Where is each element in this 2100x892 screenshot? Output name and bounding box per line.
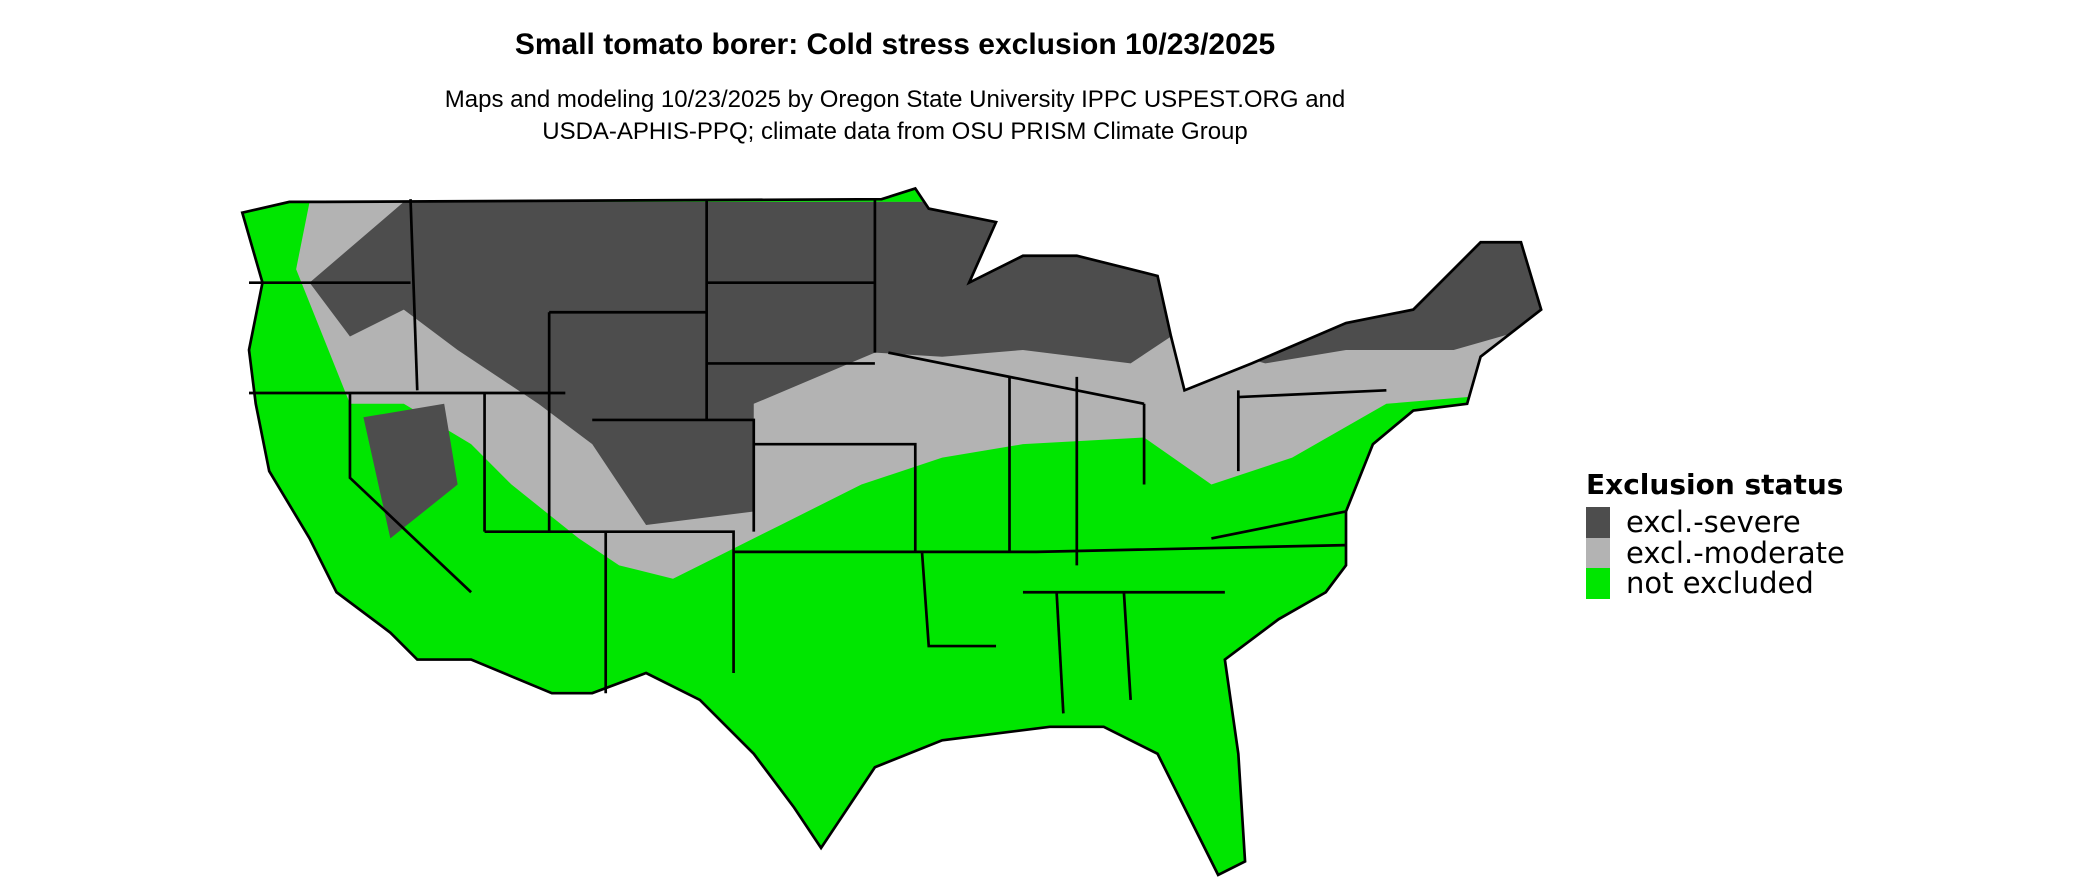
legend-item-not-excluded: not excluded [1586,566,1845,601]
map-title: Small tomato borer: Cold stress exclusio… [514,28,1276,61]
legend-item-severe: excl.-severe [1586,505,1845,540]
legend-label: not excluded [1626,566,1814,601]
legend-item-moderate: excl.-moderate [1586,535,1845,570]
subtitle-line-1: Maps and modeling 10/23/2025 by Oregon S… [444,86,1346,113]
legend: Exclusion status excl.-severe excl.-mode… [1586,468,1845,601]
legend-swatch-not-excluded [1586,568,1610,599]
legend-label: excl.-severe [1626,505,1801,540]
state-borders [240,187,1543,877]
legend-swatch-severe [1586,507,1610,538]
legend-swatch-moderate [1586,537,1610,568]
region-excl-severe-nevada [363,403,458,539]
legend-title: Exclusion status [1586,468,1844,501]
subtitle-line-2: USDA-APHIS-PPQ; climate data from OSU PR… [542,118,1248,145]
legend-label: excl.-moderate [1626,535,1845,570]
